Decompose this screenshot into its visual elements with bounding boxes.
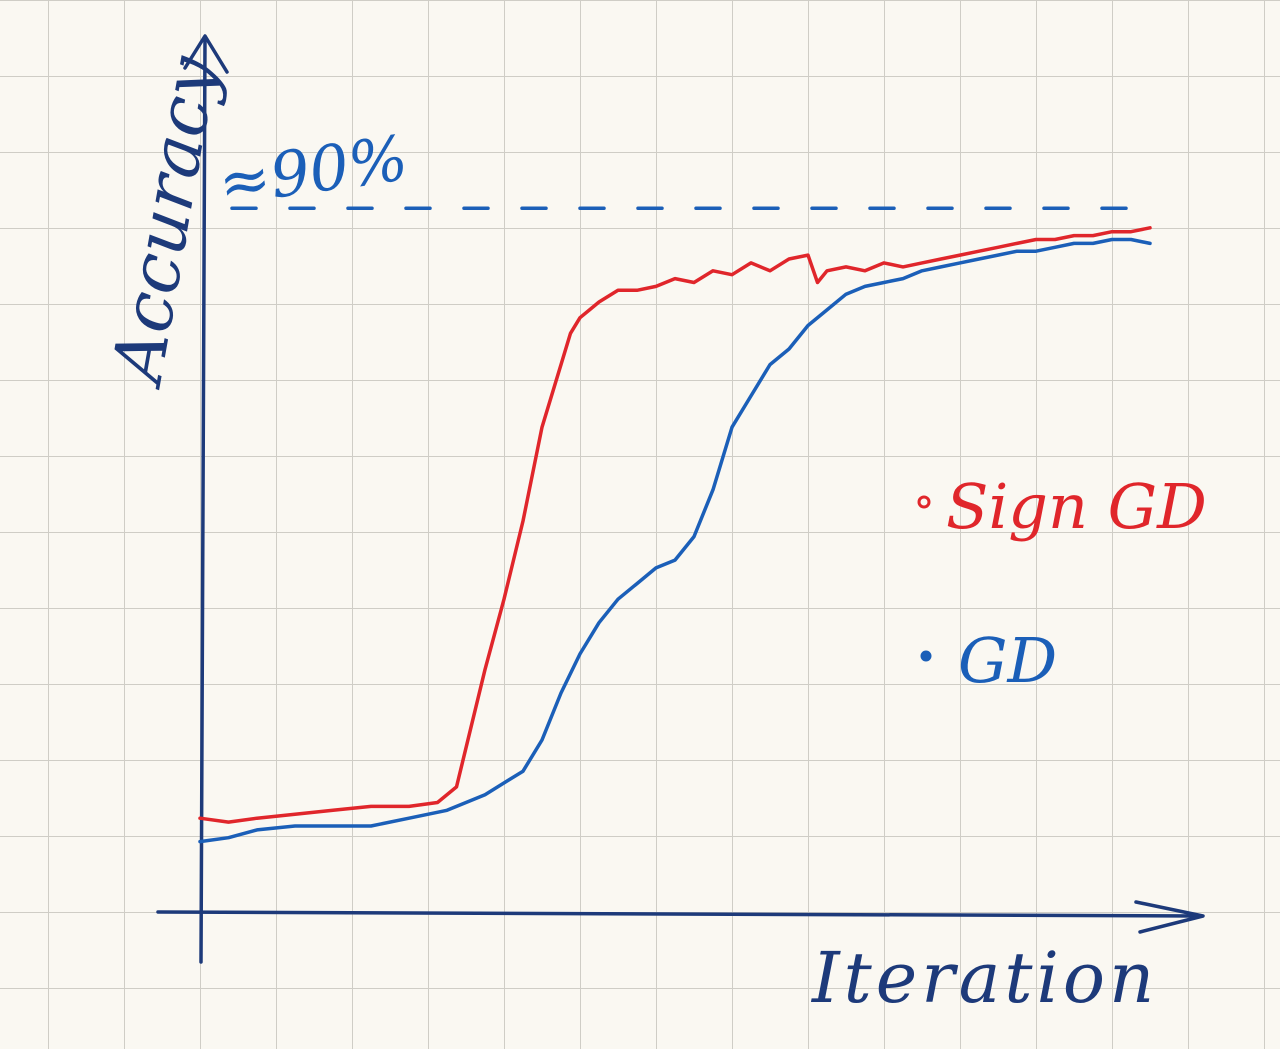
annotation-90-percent: ≈90% xyxy=(214,121,412,220)
series-line-gd xyxy=(198,237,1152,844)
legend: Sign GD GD xyxy=(917,470,1207,697)
legend-marker-sign-gd xyxy=(917,495,931,509)
legend-marker-gd xyxy=(920,650,932,662)
y-axis-arrowhead xyxy=(183,34,229,74)
legend-label-sign-gd: Sign GD xyxy=(946,470,1207,543)
y-axis-label: Accuracy xyxy=(95,49,234,394)
x-axis-label: Iteration xyxy=(810,937,1158,1019)
x-axis xyxy=(156,910,1200,918)
x-axis-arrowhead xyxy=(1134,900,1205,934)
series-line-sign-gd xyxy=(198,226,1152,824)
legend-label-gd: GD xyxy=(958,624,1057,697)
y-axis xyxy=(199,36,207,964)
